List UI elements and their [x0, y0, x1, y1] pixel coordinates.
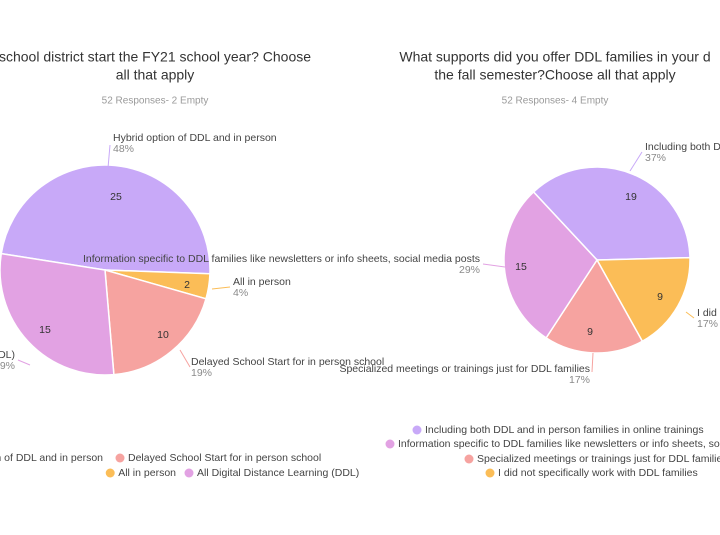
slice-label: Specialized meetings or trainings just f… — [339, 363, 590, 375]
legend-label: All in person — [118, 467, 176, 479]
slice-percent: 17% — [569, 374, 590, 386]
slice-label: All in person — [233, 276, 291, 288]
pie-slice — [532, 166, 691, 261]
leader-line — [107, 144, 111, 169]
slice-count: 15 — [39, 324, 51, 336]
legend-swatch — [485, 468, 495, 478]
chart-title: all that apply — [116, 67, 195, 83]
chart-title: the fall semester?Choose all that apply — [434, 67, 675, 83]
slice-percent: 19% — [191, 367, 212, 379]
slice-count: 19 — [625, 191, 637, 203]
chart-title: What supports did you offer DDL families… — [399, 49, 710, 65]
slice-percent: 48% — [113, 143, 134, 155]
slice-label: All Digital Distance Learning (DDL) — [0, 349, 15, 361]
legend-swatch — [184, 468, 194, 478]
slice-count: 10 — [157, 329, 169, 341]
slice-percent: 29% — [0, 360, 15, 372]
leader-line — [17, 359, 31, 366]
slice-percent: 29% — [459, 264, 480, 276]
leader-line — [629, 151, 643, 172]
leader-line — [211, 286, 231, 290]
pie-slice — [104, 268, 207, 376]
legend-label: Information specific to DDL families lik… — [398, 438, 720, 450]
slice-count: 2 — [184, 279, 190, 291]
slice-percent: 4% — [233, 287, 248, 299]
slice-count: 25 — [110, 191, 122, 203]
legend-label: All Digital Distance Learning (DDL) — [197, 467, 359, 479]
leader-line — [179, 349, 191, 368]
pie-slice — [595, 256, 691, 343]
pie-slice — [0, 164, 211, 275]
pie-slice — [0, 252, 115, 376]
legend-swatch — [412, 425, 422, 435]
legend-label: I did not specifically work with DDL fam… — [498, 467, 698, 479]
legend-swatch — [385, 439, 395, 449]
legend-swatch — [115, 453, 125, 463]
chart-subtitle: 52 Responses- 4 Empty — [502, 96, 609, 107]
legend-label: Including both DDL and in person familie… — [425, 424, 704, 436]
leader-line — [591, 352, 594, 373]
leader-line — [482, 263, 506, 268]
slice-percent: 17% — [697, 318, 718, 330]
slice-label: I did not specifically work with DDL fam… — [697, 307, 720, 319]
legend-label: Delayed School Start for in person schoo… — [128, 452, 321, 464]
pie-slice — [503, 190, 598, 339]
slice-label: Delayed School Start for in person schoo… — [191, 356, 384, 368]
chart-title: school district start the FY21 school ye… — [0, 49, 311, 65]
legend-label: Hybrid option of DDL and in person — [0, 452, 103, 464]
slice-count: 9 — [587, 326, 593, 338]
slice-label: Including both DDL and in person familie… — [645, 141, 720, 153]
pie-slice — [545, 258, 644, 354]
leader-line — [685, 311, 695, 319]
legend-swatch — [464, 454, 474, 464]
slice-label: Hybrid option of DDL and in person — [113, 132, 277, 144]
chart-subtitle: 52 Responses- 2 Empty — [102, 96, 209, 107]
slice-count: 9 — [657, 291, 663, 303]
slice-count: 15 — [515, 261, 527, 273]
slice-percent: 37% — [645, 152, 666, 164]
slice-label: Information specific to DDL families lik… — [83, 253, 480, 265]
legend-swatch — [105, 468, 115, 478]
legend-label: Specialized meetings or trainings just f… — [477, 453, 720, 465]
